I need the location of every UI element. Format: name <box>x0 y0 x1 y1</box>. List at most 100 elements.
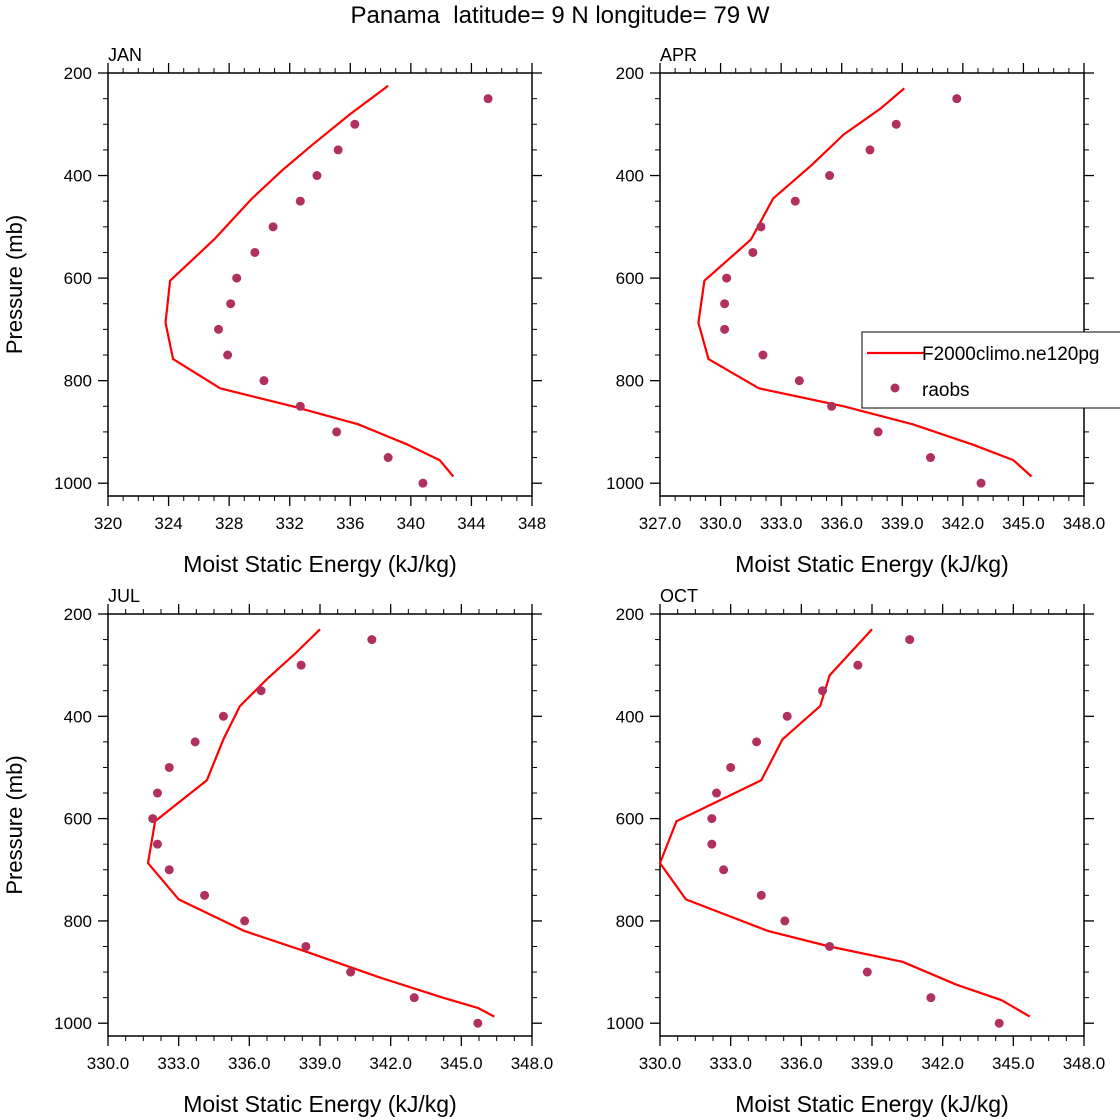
x-axis-title: Moist Static Energy (kJ/kg) <box>183 551 457 577</box>
raobs-point <box>853 660 863 670</box>
panel-label: OCT <box>660 586 698 606</box>
x-axis-title: Moist Static Energy (kJ/kg) <box>735 551 1009 577</box>
model-line-series <box>146 628 495 1018</box>
raobs-point <box>825 941 835 951</box>
legend-model-label: F2000climo.ne120pg <box>922 344 1099 365</box>
x-tick-label: 333.0 <box>709 1054 752 1073</box>
y-tick-label: 200 <box>64 64 92 83</box>
model-line-series <box>697 87 1033 478</box>
raobs-point <box>720 299 730 309</box>
y-tick-label: 200 <box>616 64 644 83</box>
raobs-point <box>218 711 228 721</box>
raobs-point <box>818 686 828 696</box>
raobs-point <box>756 890 766 900</box>
x-tick-label: 336.0 <box>780 1054 823 1073</box>
y-tick-label: 200 <box>616 605 644 624</box>
raobs-point <box>926 993 936 1003</box>
x-tick-label: 333.0 <box>760 514 803 533</box>
y-tick-label: 200 <box>64 605 92 624</box>
y-tick-label: 1000 <box>606 1014 644 1033</box>
raobs-point <box>296 660 306 670</box>
raobs-point <box>722 273 732 283</box>
x-tick-label: 345.0 <box>440 1054 483 1073</box>
raobs-point <box>825 171 835 181</box>
raobs-point <box>862 967 872 977</box>
y-tick-label: 800 <box>64 372 92 391</box>
raobs-point <box>748 247 758 257</box>
x-tick-label: 348.0 <box>1063 514 1106 533</box>
x-tick-label: 330.0 <box>639 1054 682 1073</box>
y-tick-label: 400 <box>64 707 92 726</box>
panel-jul: 200 400 600 800 1000 330.0 333.0 336.0 339.0 342.… <box>2 586 553 1117</box>
x-tick-label: 345.0 <box>1002 514 1045 533</box>
raobs-point <box>346 967 356 977</box>
y-axis-title: Pressure (mb) <box>2 215 27 354</box>
raobs-point <box>350 119 360 129</box>
panel-label: JAN <box>108 45 142 65</box>
panel-oct: 200 400 600 800 1000 330.0 333.0 336.0 339.0 342.… <box>606 586 1105 1117</box>
x-tick-label: 345.0 <box>992 1054 1035 1073</box>
y-tick-label: 600 <box>616 810 644 829</box>
x-tick-label: 339.0 <box>851 1054 894 1073</box>
y-tick-label: 1000 <box>606 474 644 493</box>
raobs-point <box>409 993 419 1003</box>
raobs-point <box>790 196 800 206</box>
raobs-point <box>782 711 792 721</box>
y-tick-label: 600 <box>616 269 644 288</box>
y-tick-label: 600 <box>64 810 92 829</box>
y-tick-label: 600 <box>64 269 92 288</box>
raobs-point <box>707 814 717 824</box>
y-axis-title: Pressure (mb) <box>2 755 27 894</box>
panel-jan: 200 400 600 800 1000 320 324 328 332 336 340 344 348… <box>2 45 546 577</box>
plot-frame <box>107 72 533 497</box>
legend-obs-marker <box>890 383 900 393</box>
raobs-point <box>473 1018 483 1028</box>
x-tick-label: 339.0 <box>299 1054 342 1073</box>
raobs-point <box>250 247 260 257</box>
raobs-point <box>952 94 962 104</box>
x-tick-label: 333.0 <box>157 1054 200 1073</box>
raobs-point <box>756 222 766 232</box>
x-tick-label: 342.0 <box>369 1054 412 1073</box>
x-tick-label: 342.0 <box>921 1054 964 1073</box>
raobs-point <box>367 635 377 645</box>
raobs-point <box>873 427 883 437</box>
y-tick-label: 1000 <box>54 474 92 493</box>
raobs-point <box>223 350 233 360</box>
y-tick-label: 800 <box>64 912 92 931</box>
raobs-point <box>256 686 266 696</box>
y-tick-label: 1000 <box>54 1014 92 1033</box>
raobs-point <box>152 788 162 798</box>
x-tick-label: 342.0 <box>942 514 985 533</box>
panel-label: JUL <box>108 586 140 606</box>
raobs-point <box>259 376 269 386</box>
x-axis-title: Moist Static Energy (kJ/kg) <box>735 1091 1009 1117</box>
x-tick-label: 328 <box>215 514 243 533</box>
panel-apr: 200 400 600 800 1000 327.0 330.0 333.0 336.0 339.… <box>606 45 1105 577</box>
legend-box <box>861 331 1120 409</box>
raobs-point <box>994 1018 1004 1028</box>
raobs-point <box>152 839 162 849</box>
raobs-point <box>295 401 305 411</box>
figure-title: Panama latitude= 9 N longitude= 79 W <box>350 2 770 29</box>
raobs-point <box>483 94 493 104</box>
x-axis-title: Moist Static Energy (kJ/kg) <box>183 1091 457 1117</box>
raobs-point <box>301 941 311 951</box>
x-tick-label: 348.0 <box>511 1054 554 1073</box>
y-tick-label: 400 <box>616 167 644 186</box>
raobs-point <box>332 427 342 437</box>
raobs-point <box>752 737 762 747</box>
x-tick-label: 348.0 <box>1063 1054 1106 1073</box>
raobs-point <box>295 196 305 206</box>
raobs-point <box>926 453 936 463</box>
raobs-point <box>976 478 986 488</box>
raobs-point <box>758 350 768 360</box>
x-tick-label: 320 <box>94 514 122 533</box>
x-tick-label: 330.0 <box>699 514 742 533</box>
x-tick-label: 339.0 <box>881 514 924 533</box>
x-tick-label: 330.0 <box>87 1054 130 1073</box>
x-tick-label: 336 <box>336 514 364 533</box>
raobs-point <box>312 171 322 181</box>
raobs-point <box>712 788 722 798</box>
